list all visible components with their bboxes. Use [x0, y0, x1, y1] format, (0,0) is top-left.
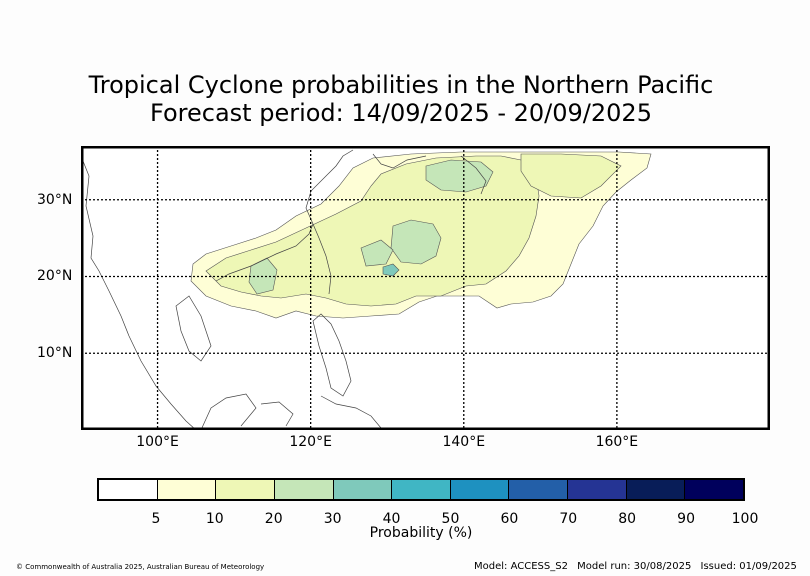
colorbar-tick-label: 30 — [323, 511, 342, 527]
latitude-tick-label: 20°N — [37, 268, 73, 285]
colorbar-label: Probability (%) — [369, 525, 473, 541]
colorbar-segment — [392, 480, 451, 499]
colorbar-segment — [509, 480, 569, 499]
latitude-tick-label: 30°N — [37, 191, 73, 208]
colorbar-segment — [685, 480, 744, 499]
model-run: Model run: 30/08/2025 — [577, 561, 692, 572]
probability-30-40-area — [382, 263, 400, 277]
probability-10-20-area — [205, 153, 622, 307]
colorbar-segment — [216, 480, 275, 499]
colorbar-segment — [450, 480, 510, 499]
colorbar — [97, 478, 745, 501]
colorbar-tick-label: 5 — [151, 511, 161, 527]
forecast-period: Forecast period: 14/09/2025 - 20/09/2025 — [150, 99, 652, 127]
colorbar-tick-label: 100 — [731, 511, 759, 527]
copyright-notice: © Commonwealth of Australia 2025, Austra… — [16, 563, 265, 571]
longitude-tick-label: 140°E — [442, 434, 486, 450]
longitude-tick-label: 100°E — [136, 434, 179, 450]
map-border — [81, 146, 770, 430]
colorbar-tick-label: 40 — [382, 511, 401, 527]
gridlines — [81, 146, 770, 430]
colorbar-segment — [568, 480, 627, 499]
latitude-tick-label: 10°N — [37, 345, 73, 362]
colorbar-segment — [626, 480, 686, 499]
colorbar-segment — [333, 480, 393, 499]
longitude-tick-label: 120°E — [289, 434, 332, 450]
probability-map — [81, 146, 770, 430]
colorbar-segment — [99, 480, 158, 499]
longitude-tick-label: 160°E — [595, 434, 639, 450]
model-name: Model: ACCESS_S2 — [474, 561, 568, 572]
colorbar-tick-label: 90 — [677, 511, 695, 527]
model-info: Model: ACCESS_S2 Model run: 30/08/2025 I… — [474, 561, 803, 572]
colorbar-tick-label: 70 — [559, 511, 578, 527]
colorbar-segment — [274, 480, 334, 499]
colorbar-tick-label: 20 — [264, 511, 283, 527]
colorbar-tick-label: 60 — [500, 511, 519, 527]
colorbar-tick-label: 80 — [618, 511, 637, 527]
colorbar-tick-label: 50 — [441, 511, 460, 527]
chart-title: Tropical Cyclone probabilities in the No… — [88, 71, 714, 99]
colorbar-segment — [157, 480, 217, 499]
issued-date: Issued: 01/09/2025 — [700, 561, 797, 572]
colorbar-tick-label: 10 — [205, 511, 224, 527]
